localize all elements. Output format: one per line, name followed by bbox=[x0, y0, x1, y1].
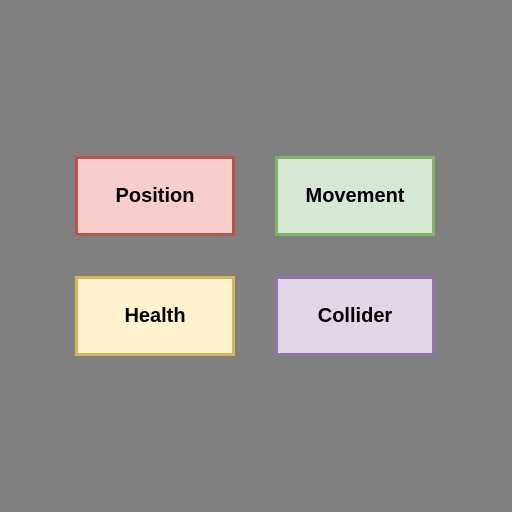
collider-component-label: Collider bbox=[317, 304, 393, 327]
collider-component-box[interactable]: Collider bbox=[275, 276, 435, 356]
health-component-label: Health bbox=[124, 304, 186, 327]
movement-component-box[interactable]: Movement bbox=[275, 156, 435, 236]
position-component-label: Position bbox=[115, 184, 195, 207]
movement-component-label: Movement bbox=[305, 184, 405, 207]
position-component-box[interactable]: Position bbox=[75, 156, 235, 236]
health-component-box[interactable]: Health bbox=[75, 276, 235, 356]
